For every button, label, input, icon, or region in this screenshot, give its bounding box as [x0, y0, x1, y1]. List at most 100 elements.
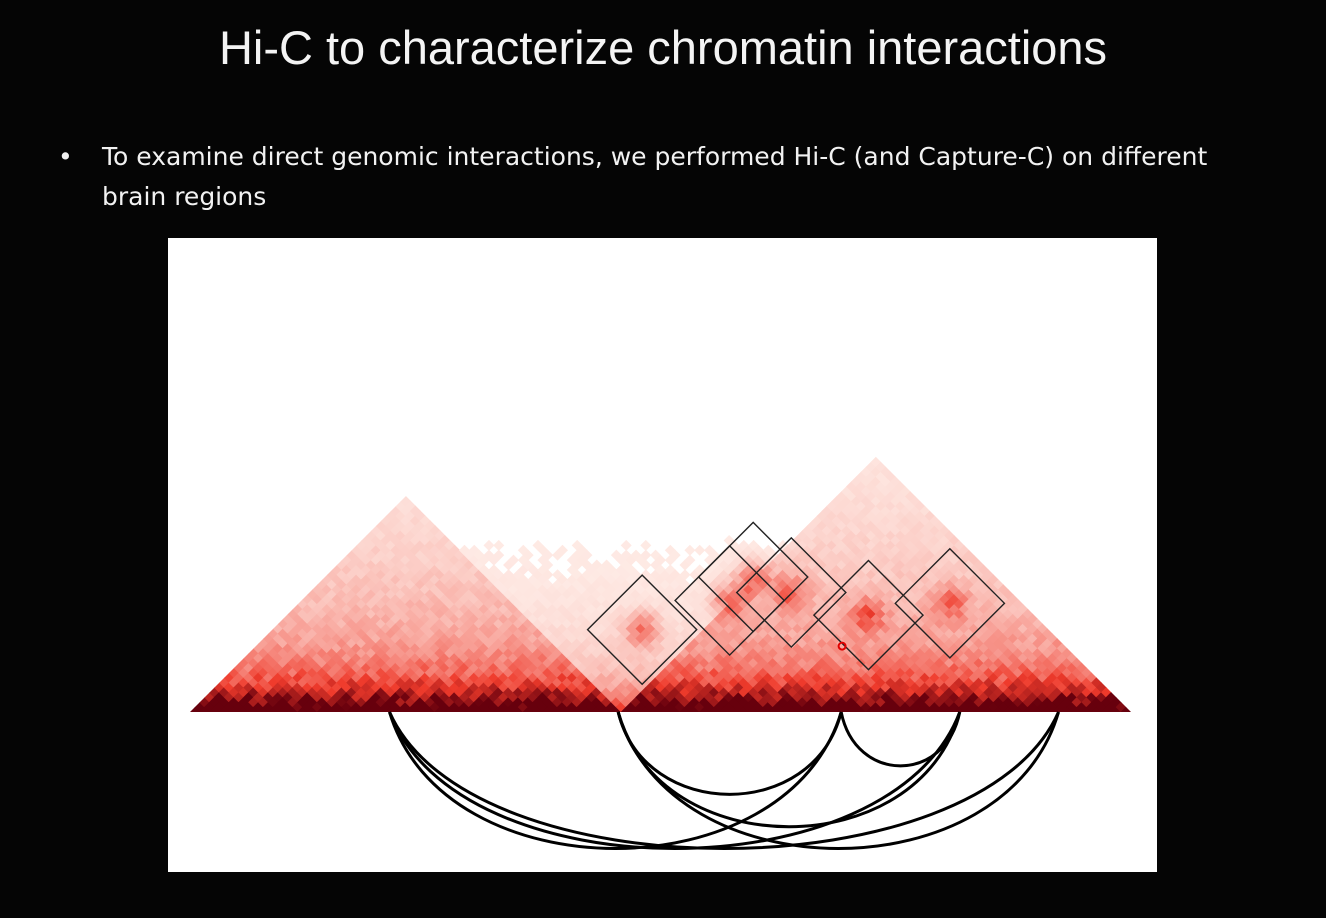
heatmap-bin [512, 647, 524, 659]
heatmap-bin [836, 618, 848, 630]
heatmap-bin [870, 544, 882, 556]
interaction-arc [616, 711, 1060, 850]
heatmap-bin [880, 544, 892, 556]
heatmap-bin [973, 618, 985, 630]
heatmap-bin [924, 559, 936, 571]
heatmap-bin [1017, 603, 1029, 615]
heatmap-bin [395, 618, 407, 630]
heatmap-bin [851, 476, 863, 488]
heatmap-bin [1047, 701, 1059, 712]
heatmap-bin [753, 603, 765, 615]
heatmap-bin [556, 632, 568, 644]
heatmap-bin [988, 691, 1000, 703]
heatmap-bin [277, 706, 289, 712]
heatmap-bin [380, 632, 392, 644]
heatmap-bin [297, 647, 309, 659]
heatmap-bin [385, 677, 397, 689]
heatmap-bin [939, 603, 951, 615]
heatmap-bin [556, 544, 568, 556]
heatmap-bin [924, 647, 936, 659]
heatmap-bin [885, 647, 897, 659]
heatmap-bin [836, 559, 848, 571]
heatmap-bin [968, 662, 980, 674]
bullet-text: To examine direct genomic interactions, … [102, 142, 1208, 211]
heatmap-bin [400, 662, 412, 674]
heatmap-bin [811, 701, 823, 712]
heatmap-bin [900, 495, 912, 507]
heatmap-bin [1071, 677, 1083, 689]
heatmap-bin [973, 588, 985, 600]
heatmap-bin [865, 471, 877, 483]
heatmap-bin [880, 691, 892, 703]
heatmap-bin [1091, 677, 1103, 689]
heatmap-bin [238, 677, 250, 689]
heatmap-bin [733, 632, 745, 644]
heatmap-bin [708, 677, 720, 689]
heatmap-bin [356, 647, 368, 659]
heatmap-bin [694, 701, 706, 712]
heatmap-bin [929, 662, 941, 674]
hic-figure [168, 238, 1157, 872]
heatmap-bin [797, 530, 809, 542]
heatmap-bin [365, 559, 377, 571]
heatmap-bin [841, 515, 853, 527]
heatmap-bin [1027, 701, 1039, 712]
heatmap-bin [762, 701, 774, 712]
heatmap-bin [953, 677, 965, 689]
heatmap-bin [733, 544, 745, 556]
heatmap-bin [855, 530, 867, 542]
interaction-arc [388, 711, 843, 850]
heatmap-bin [753, 632, 765, 644]
heatmap-bin [806, 588, 818, 600]
heatmap-bin [748, 559, 760, 571]
heatmap-bin [356, 588, 368, 600]
heatmap-bin [792, 662, 804, 674]
heatmap-bin [885, 490, 897, 502]
heatmap-bin [929, 691, 941, 703]
heatmap-bin [826, 500, 838, 512]
heatmap-bin [1047, 662, 1059, 674]
heatmap-bin [885, 588, 897, 600]
heatmap-bin [870, 632, 882, 644]
heatmap-bin [414, 559, 426, 571]
heatmap-bin [1056, 662, 1068, 674]
heatmap-bin [958, 701, 970, 712]
heatmap-bin [929, 515, 941, 527]
heatmap-bin [571, 677, 583, 689]
heatmap-bin [370, 691, 382, 703]
heatmap-bin [733, 701, 745, 712]
heatmap-bin [900, 662, 912, 674]
heatmap-bin [953, 588, 965, 600]
bullet-list: • To examine direct genomic interactions… [58, 137, 1278, 217]
heatmap-bin [542, 559, 554, 571]
heatmap-bin [841, 662, 853, 674]
heatmap-bin [409, 505, 421, 517]
heatmap-bin [792, 603, 804, 615]
heatmap-bin [870, 701, 882, 712]
heatmap-bin [395, 588, 407, 600]
heatmap-bin [385, 588, 397, 600]
heatmap-bin [645, 662, 657, 674]
heatmap-bin [708, 559, 720, 571]
heatmap-bin [826, 647, 838, 659]
heatmap-bin [885, 530, 897, 542]
heatmap-bin [865, 481, 877, 493]
heatmap-bin [895, 500, 907, 512]
heatmap-bin [782, 544, 794, 556]
heatmap-bin [507, 554, 519, 566]
heatmap-bin [542, 647, 554, 659]
heatmap-bin [929, 701, 941, 712]
heatmap-bin [409, 544, 421, 556]
heatmap-bin [253, 691, 265, 703]
heatmap-bin [1061, 677, 1073, 689]
heatmap-bin [351, 544, 363, 556]
heatmap-bin [1012, 618, 1024, 630]
heatmap-bin [880, 603, 892, 615]
heatmap-bin [821, 701, 833, 712]
heatmap-bin [836, 647, 848, 659]
heatmap-bin [885, 618, 897, 630]
heatmap-bin [851, 662, 863, 674]
heatmap-bin [694, 691, 706, 703]
heatmap-bin [365, 530, 377, 542]
heatmap-bin [292, 662, 304, 674]
